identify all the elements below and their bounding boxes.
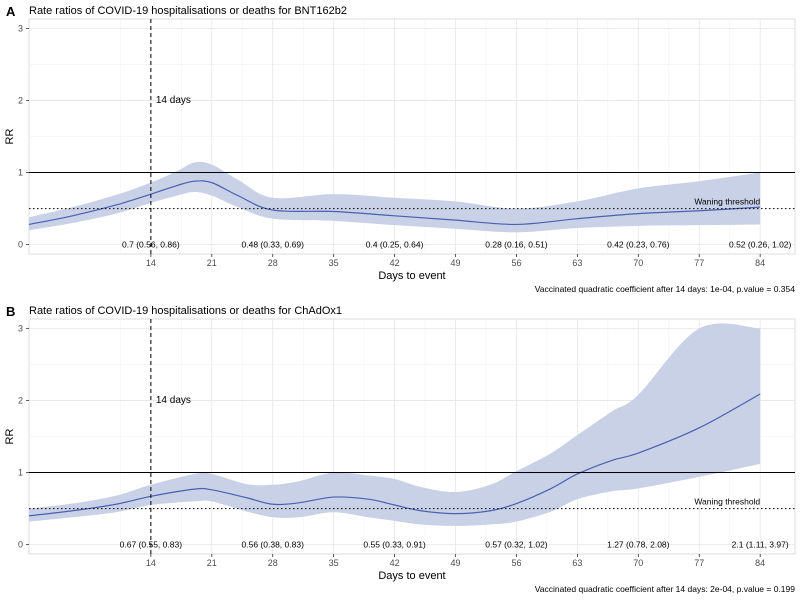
y-tick-label: 1 (18, 468, 23, 478)
caption: Vaccinated quadratic coefficient after 1… (535, 584, 796, 594)
chart-title: Rate ratios of COVID-19 hospitalisations… (29, 5, 347, 17)
panel-tag: A (6, 4, 16, 19)
y-tick-label: 0 (18, 540, 23, 550)
x-tick-label: 49 (451, 258, 461, 268)
x-tick-label: 84 (755, 258, 765, 268)
x-tick-label: 49 (451, 558, 461, 568)
x-tick-label: 70 (633, 258, 643, 268)
caption: Vaccinated quadratic coefficient after 1… (535, 284, 796, 294)
x-tick-label: 77 (694, 558, 704, 568)
x-tick-label: 21 (207, 258, 217, 268)
estimate-label: 0.48 (0.33, 0.69) (242, 240, 305, 250)
y-tick-label: 2 (18, 395, 23, 405)
y-axis-label: RR (4, 429, 16, 445)
x-tick-label: 28 (268, 258, 278, 268)
estimate-label: 2.1 (1.11, 3.97) (732, 540, 789, 550)
estimate-label: 0.56 (0.38, 0.83) (242, 540, 305, 550)
rr-line (28, 393, 761, 517)
x-tick-label: 35 (329, 558, 339, 568)
x-tick-label: 84 (755, 558, 765, 568)
estimate-label: 0.42 (0.23, 0.76) (607, 240, 670, 250)
x-tick-label: 28 (268, 558, 278, 568)
waning-threshold-label: Waning threshold (694, 197, 760, 207)
x-axis-label: Days to event (378, 570, 445, 582)
x-tick-label: 63 (572, 558, 582, 568)
panel-b: B Rate ratios of COVID-19 hospitalisation… (4, 304, 796, 594)
vline-label: 14 days (156, 395, 191, 406)
estimate-label: 0.4 (0.25, 0.64) (366, 240, 424, 250)
y-tick-label: 0 (18, 240, 23, 250)
x-tick-label: 56 (511, 258, 521, 268)
x-tick-label: 63 (572, 258, 582, 268)
x-tick-label: 42 (390, 558, 400, 568)
estimate-label: 0.52 (0.26, 1.02) (729, 240, 792, 250)
x-tick-label: 14 (146, 558, 156, 568)
confidence-band (29, 323, 761, 526)
chart-title: Rate ratios of COVID-19 hospitalisations… (29, 305, 342, 317)
y-tick-label: 2 (18, 95, 23, 105)
estimate-label: 0.28 (0.16, 0.51) (485, 240, 548, 250)
y-tick-label: 3 (18, 323, 23, 333)
estimate-label: 1.27 (0.78, 2.08) (607, 540, 670, 550)
waning-threshold-label: Waning threshold (694, 497, 760, 507)
x-tick-label: 21 (207, 558, 217, 568)
x-tick-label: 14 (146, 258, 156, 268)
estimate-label: 0.55 (0.33, 0.91) (363, 540, 426, 550)
x-tick-label: 77 (694, 258, 704, 268)
x-tick-label: 35 (329, 258, 339, 268)
y-tick-label: 1 (18, 168, 23, 178)
y-axis-label: RR (4, 129, 16, 145)
estimate-label: 0.67 (0.55, 0.83) (120, 540, 183, 550)
rr-line (28, 180, 761, 226)
vline-label: 14 days (156, 95, 191, 106)
x-axis-label: Days to event (378, 270, 445, 282)
estimate-label: 0.57 (0.32, 1.02) (485, 540, 548, 550)
confidence-band (29, 161, 761, 233)
y-tick-label: 3 (18, 23, 23, 33)
panel-tag: B (6, 304, 15, 319)
x-tick-label: 56 (511, 558, 521, 568)
x-tick-label: 70 (633, 558, 643, 568)
estimate-label: 0.7 (0.56, 0.86) (122, 240, 180, 250)
panel-a: A Rate ratios of COVID-19 hospitalisation… (4, 4, 796, 294)
x-tick-label: 42 (390, 258, 400, 268)
